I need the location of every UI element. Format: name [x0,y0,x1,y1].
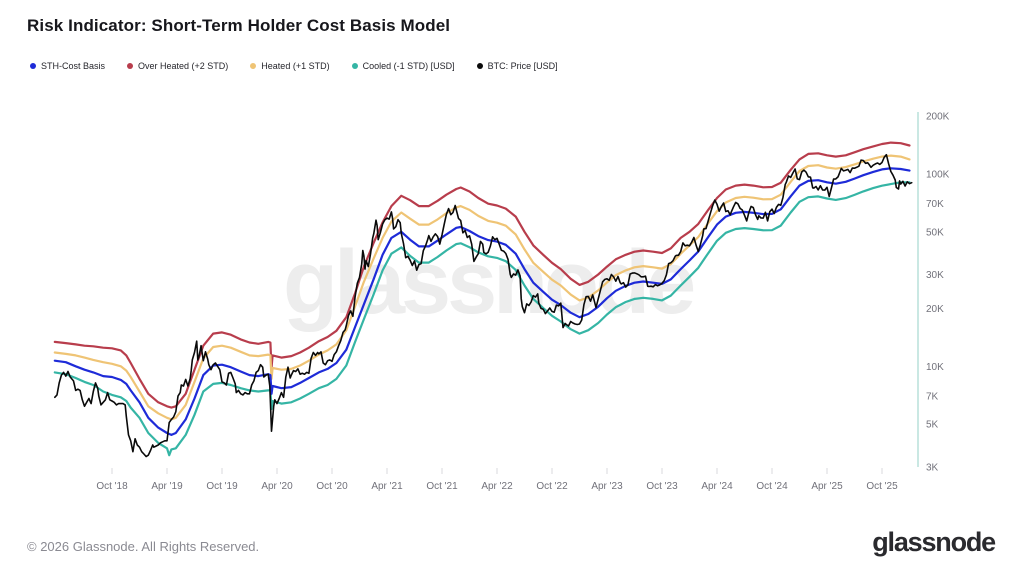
x-axis-tick-label: Oct '25 [866,481,898,492]
x-axis-tick-label: Oct '20 [316,481,348,492]
x-axis-tick-label: Oct '22 [536,481,568,492]
x-axis-tick-label: Apr '21 [371,481,403,492]
x-axis-tick-label: Oct '19 [206,481,238,492]
series-line-sth-cost-basis [53,167,911,436]
legend-item-label: Heated (+1 STD) [261,61,330,71]
y-axis-tick-label: 30K [926,270,944,281]
y-axis-tick-label: 10K [926,362,944,373]
x-axis-tick-label: Oct '18 [96,481,128,492]
y-axis-tick-label: 200K [926,112,950,123]
x-axis-tick-label: Oct '23 [646,481,678,492]
x-axis-tick-label: Apr '23 [591,481,623,492]
x-axis-tick-label: Oct '21 [426,481,458,492]
legend-item-over-heated[interactable]: Over Heated (+2 STD) [127,61,228,71]
glassnode-logo: glassnode [872,527,996,557]
y-axis-tick-label: 20K [926,304,944,315]
legend-dot-icon [351,63,358,69]
y-axis-tick-label: 3K [926,462,939,473]
chart-plot-area[interactable] [55,106,918,467]
y-axis-tick-label: 70K [926,199,944,210]
legend-item-heated[interactable]: Heated (+1 STD) [250,61,330,71]
legend-item-cooled[interactable]: Cooled (-1 STD) [USD] [351,61,455,71]
legend-item-label: Cooled (-1 STD) [USD] [362,61,455,71]
y-axis-tick-label: 50K [926,227,944,238]
x-axis-tick-label: Apr '20 [261,481,293,492]
x-axis-tick-label: Apr '19 [151,481,183,492]
legend-item-label: BTC: Price [USD] [487,61,558,71]
legend-dot-icon [250,63,257,69]
legend-item-sth-cost-basis[interactable]: STH-Cost Basis [30,61,105,71]
legend-item-btc-price[interactable]: BTC: Price [USD] [476,61,558,71]
x-axis-tick-label: Apr '25 [811,481,843,492]
legend-dot-icon [30,63,36,69]
series-line-heated [53,154,911,421]
legend-item-label: Over Heated (+2 STD) [138,61,229,71]
y-axis-tick-label: 5K [926,420,939,431]
x-axis-tick-label: Apr '24 [701,481,733,492]
y-axis-tick-label: 100K [926,169,950,180]
y-axis-tick-label: 7K [926,392,939,403]
x-axis-tick-label: Apr '22 [481,481,513,492]
legend-item-label: STH-Cost Basis [41,61,106,71]
x-axis-tick-label: Oct '24 [756,481,788,492]
chart-title: Risk Indicator: Short-Term Holder Cost B… [27,16,451,35]
series-line-btc-price [54,153,913,458]
series-line-cooled [53,181,911,457]
copyright-text: © 2026 Glassnode. All Rights Reserved. [27,539,260,554]
legend-dot-icon [476,63,483,69]
legend-dot-icon [127,63,134,69]
chart-legend: STH-Cost Basis Over Heated (+2 STD) Heat… [30,61,558,71]
